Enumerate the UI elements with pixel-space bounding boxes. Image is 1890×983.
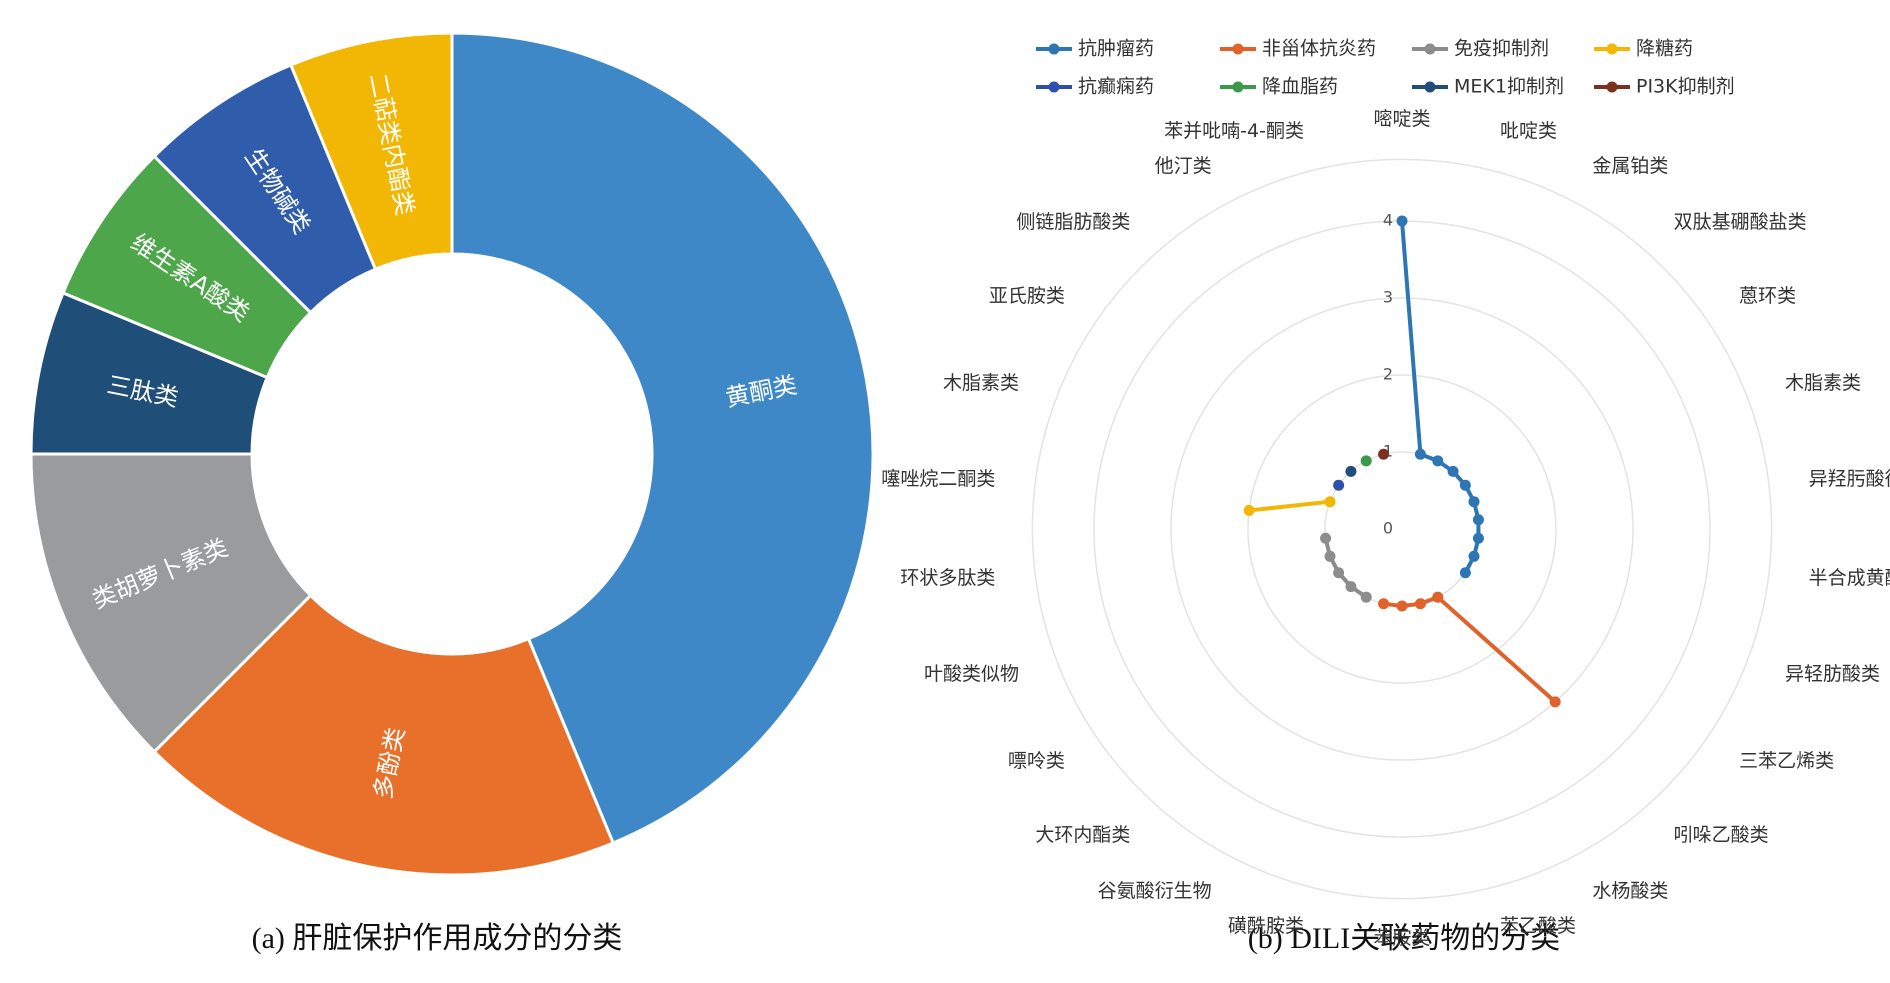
axis-label: 蒽环类 [1739, 285, 1796, 307]
series-dot [1324, 496, 1336, 508]
donut-slice [288, 31, 454, 272]
axis-label: 环状多肽类 [900, 567, 995, 589]
legend-dot [1424, 81, 1436, 93]
series-dot [1378, 448, 1390, 460]
axis-label: 他汀类 [1155, 155, 1212, 177]
axis-label: 磺酰胺类 [1228, 915, 1304, 937]
r-tick-label: 0 [1383, 519, 1393, 538]
series-line [1383, 594, 1557, 704]
legend-label: 免疫抑制剂 [1454, 38, 1549, 60]
legend-dot [1232, 81, 1244, 93]
series-dot [1432, 591, 1444, 603]
legend-label: 非甾体抗炎药 [1262, 38, 1376, 60]
series-dot [1468, 496, 1480, 508]
series-dot [1360, 591, 1372, 603]
axis-label: 叶酸类似物 [924, 663, 1019, 685]
donut-slice [29, 452, 313, 754]
r-tick-label: 3 [1383, 288, 1393, 307]
axis-label: 双肽基硼酸盐类 [1674, 211, 1807, 233]
axis-label: 侧链脂肪酸类 [1016, 211, 1130, 233]
legend-label: MEK1抑制剂 [1454, 76, 1564, 98]
legend-dot [1606, 81, 1618, 93]
legend-label: 抗癫痫药 [1078, 76, 1154, 98]
series-dot [1414, 448, 1426, 460]
axis-label: 半合成黄酮类 [1809, 567, 1890, 589]
donut-slice [450, 31, 875, 845]
axis-label: 嘧啶类 [1373, 108, 1430, 130]
axis-label: 噻唑烷二酮类 [881, 468, 995, 490]
axis-label: 苯胺类 [1373, 927, 1430, 949]
series-dot [1360, 455, 1372, 467]
series-dot [1345, 465, 1357, 477]
axis-label: 谷氨酸衍生物 [1098, 880, 1212, 902]
series-dot [1324, 550, 1336, 562]
axis-label: 木脂素类 [1785, 372, 1861, 394]
series-dot [1320, 532, 1332, 544]
axis-label: 金属铂类 [1592, 155, 1668, 177]
series-dot [1378, 598, 1390, 610]
outer-ring [1031, 158, 1773, 900]
series-dot [1243, 504, 1255, 516]
series-dot [1459, 567, 1471, 579]
axis-label: 嘌呤类 [1008, 750, 1065, 772]
axis-label: 异羟肟酸衍生物 [1809, 468, 1890, 490]
legend-dot [1048, 81, 1060, 93]
series-dot [1472, 514, 1484, 526]
legend-label: 抗肿瘤药 [1078, 38, 1154, 60]
legend-dot [1048, 43, 1060, 55]
caption: (a) 肝脏保护作用成分的分类 [252, 922, 623, 955]
series-dot [1432, 455, 1444, 467]
axis-label: 水杨酸类 [1592, 880, 1668, 902]
grid-ring [1093, 220, 1711, 838]
legend-label: 降糖药 [1636, 38, 1693, 60]
axis-label: 木脂素类 [943, 372, 1019, 394]
axis-label: 苯乙酸类 [1500, 915, 1576, 937]
series-dot [1333, 567, 1345, 579]
series-dot [1468, 550, 1480, 562]
series-line [1400, 220, 1481, 574]
axis-label: 三苯乙烯类 [1739, 750, 1834, 772]
series-dot [1396, 600, 1408, 612]
axis-label: 异轻肪酸类 [1785, 663, 1880, 685]
series-dot [1333, 479, 1345, 491]
legend-label: 降血脂药 [1262, 76, 1338, 98]
grid-ring [1247, 374, 1557, 684]
axis-label: 苯并吡喃-4-酮类 [1164, 120, 1304, 142]
donut-slice [152, 593, 616, 877]
series-dot [1396, 215, 1408, 227]
axis-label: 亚氏胺类 [989, 285, 1065, 307]
series-line [1248, 499, 1331, 513]
series-dot [1447, 465, 1459, 477]
legend-dot [1606, 43, 1618, 55]
axis-label: 吡啶类 [1500, 120, 1557, 142]
legend-dot [1232, 43, 1244, 55]
grid-ring [1170, 297, 1634, 761]
r-tick-label: 2 [1383, 365, 1393, 384]
legend-label: PI3K抑制剂 [1636, 76, 1735, 98]
axis-label: 吲哚乙酸类 [1674, 824, 1769, 846]
series-dot [1459, 479, 1471, 491]
series-dot [1414, 598, 1426, 610]
caption: (b) DILI关联药物的分类 [1248, 922, 1560, 955]
axis-label: 大环内酯类 [1035, 824, 1130, 846]
r-tick-label: 4 [1383, 211, 1393, 230]
series-dot [1345, 581, 1357, 593]
series-dot [1472, 532, 1484, 544]
legend-dot [1424, 43, 1436, 55]
series-dot [1549, 696, 1561, 708]
